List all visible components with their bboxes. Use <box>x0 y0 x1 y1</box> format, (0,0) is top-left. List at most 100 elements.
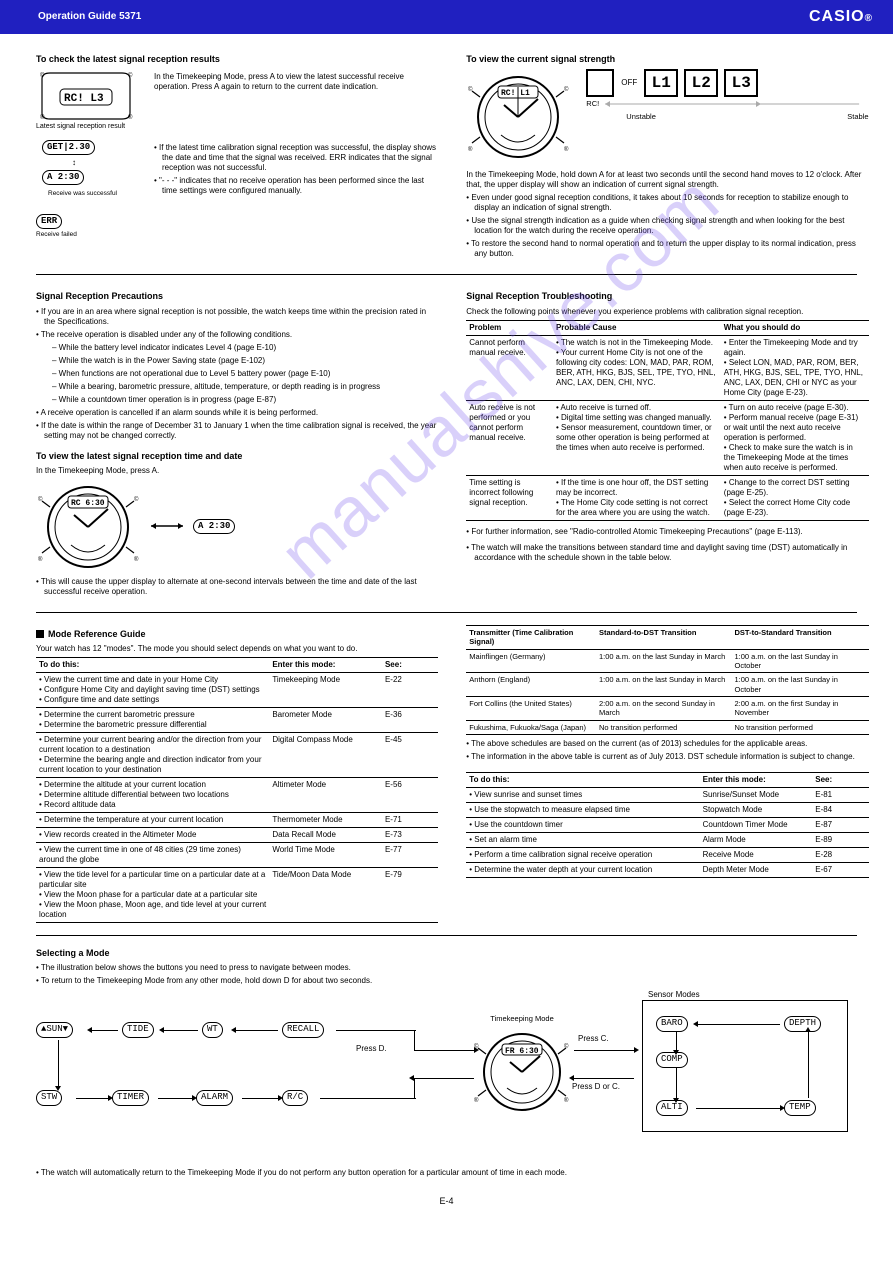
table-cell: Countdown Timer Mode <box>700 818 813 833</box>
svg-text:®: ® <box>564 146 569 153</box>
watch-icon: RC! L1 ©© ®® <box>466 69 571 164</box>
divider-2 <box>36 612 857 613</box>
s2-p2: The receive operation is disabled under … <box>36 330 438 340</box>
th-problem: Problem <box>466 320 553 335</box>
s2-p1: If you are in an area where signal recep… <box>36 307 438 327</box>
lcd-get: GET|2.30 <box>42 140 95 155</box>
s3-p1: Check the following points whenever you … <box>466 307 868 317</box>
s2-s3: – When functions are not operational due… <box>36 369 438 379</box>
svg-text:®: ® <box>134 556 139 563</box>
table-cell: Timekeeping Mode <box>269 673 382 708</box>
table-cell: E-56 <box>382 778 438 813</box>
sel-p2: To return to the Timekeeping Mode from a… <box>36 976 857 986</box>
dst-b0: The above schedules are based on the cur… <box>466 739 868 749</box>
table-cell: No transition performed <box>732 720 869 734</box>
table-cell: E-87 <box>812 818 868 833</box>
table-cell: • View the tide level for a particular t… <box>36 868 269 923</box>
strength-bar-icon <box>603 99 864 109</box>
table-cell: • If the time is one hour off, the DST s… <box>553 475 721 520</box>
rc-strength-label: RC! <box>586 99 599 112</box>
th-todo2: To do this: <box>466 773 699 788</box>
table-cell: E-81 <box>812 788 868 803</box>
receive-failed-caption: Receive failed <box>36 231 146 239</box>
th-todo: To do this: <box>36 658 269 673</box>
table-cell: Altimeter Mode <box>269 778 382 813</box>
off-label: OFF <box>620 78 638 88</box>
latest-result-label: Latest signal reception result <box>36 123 146 132</box>
table-cell: Alarm Mode <box>700 833 813 848</box>
box-wt: WT <box>202 1022 223 1037</box>
table-cell: • Turn on auto receive (page E-30). • Pe… <box>721 400 869 475</box>
svg-text:©: © <box>134 496 139 503</box>
r1-n1: Even under good signal reception conditi… <box>466 193 868 213</box>
svg-text:©: © <box>564 86 569 93</box>
table-cell: 1:00 a.m. on the last Sunday in October <box>732 649 869 673</box>
precautions-title: Signal Reception Precautions <box>36 291 438 302</box>
table-cell: Tide/Moon Data Mode <box>269 868 382 923</box>
table-cell: • View the current time and date in your… <box>36 673 269 708</box>
box-temp: TEMP <box>784 1100 816 1115</box>
table-cell: E-89 <box>812 833 868 848</box>
dst-h2: DST-to-Standard Transition <box>732 625 869 649</box>
dst-h0: Transmitter (Time Calibration Signal) <box>466 625 596 649</box>
table-cell: E-28 <box>812 848 868 863</box>
box-depth: DEPTH <box>784 1016 821 1031</box>
sensor-title: Sensor Modes <box>648 990 700 1000</box>
lcd-a230: A 2:30 <box>42 170 84 185</box>
mode-ref-table-2: To do this: Enter this mode: See: • View… <box>466 772 868 878</box>
s2-s1: – While the battery level indicator indi… <box>36 343 438 353</box>
table-cell: • Set an alarm time <box>466 833 699 848</box>
casio-logo: CASIO® <box>809 7 873 27</box>
table-cell: • The watch is not in the Timekeeping Mo… <box>553 335 721 400</box>
table-cell: • Determine your current bearing and/or … <box>36 733 269 778</box>
box-stw: STW <box>36 1090 62 1105</box>
receive-success-caption: Receive was successful <box>48 190 117 198</box>
svg-text:©: © <box>38 496 43 503</box>
lcd-err: ERR <box>36 214 62 229</box>
left1-p1: In the Timekeeping Mode, press A to view… <box>154 72 438 92</box>
s3-lb: This will cause the upper display to alt… <box>36 577 438 597</box>
dst-h1: Standard-to-DST Transition <box>596 625 732 649</box>
table-cell: E-84 <box>812 803 868 818</box>
box-comp: COMP <box>656 1052 688 1067</box>
s2-s2: – While the watch is in the Power Saving… <box>36 356 438 366</box>
table-cell: Receive Mode <box>700 848 813 863</box>
header-title: Operation Guide 5371 <box>38 11 141 24</box>
dst-b1: The information in the above table is cu… <box>466 752 868 762</box>
table-cell: E-67 <box>812 863 868 878</box>
table-cell: Mainflingen (Germany) <box>466 649 596 673</box>
table-cell: • View sunrise and sunset times <box>466 788 699 803</box>
l1-box: L1 <box>644 69 678 97</box>
left1-b1: If the latest time calibration signal re… <box>154 143 438 173</box>
heading-check-latest: To check the latest signal reception res… <box>36 54 438 65</box>
table-cell: World Time Mode <box>269 843 382 868</box>
r1-n3: To restore the second hand to normal ope… <box>466 239 868 259</box>
l2-box: L2 <box>684 69 718 97</box>
svg-text:©: © <box>128 72 133 79</box>
dst-table: Transmitter (Time Calibration Signal) St… <box>466 625 868 735</box>
svg-text:®: ® <box>564 1097 569 1104</box>
sel-p1: The illustration below shows the buttons… <box>36 963 857 973</box>
table-cell: • Use the stopwatch to measure elapsed t… <box>466 803 699 818</box>
table-cell: • Auto receive is turned off. • Digital … <box>553 400 721 475</box>
th-mode2: Enter this mode: <box>700 773 813 788</box>
svg-text:®: ® <box>38 556 43 563</box>
table-cell: Cannot perform manual receive. <box>466 335 553 400</box>
table-cell: 2:00 a.m. on the second Sunday in March <box>596 697 732 721</box>
table-cell: Data Recall Mode <box>269 828 382 843</box>
box-tide: TIDE <box>122 1022 154 1037</box>
table-cell: • Use the countdown timer <box>466 818 699 833</box>
table-cell: 1:00 a.m. on the last Sunday in March <box>596 673 732 697</box>
table-cell: Sunrise/Sunset Mode <box>700 788 813 803</box>
table-cell: Fort Collins (the United States) <box>466 697 596 721</box>
page-number: E-4 <box>36 1196 857 1207</box>
last-receive-title: To view the latest signal reception time… <box>36 451 438 462</box>
box-rc: R/C <box>282 1090 308 1105</box>
mode-ref-table: To do this: Enter this mode: See: • View… <box>36 657 438 923</box>
mode-ref-p1: Your watch has 12 "modes". The mode you … <box>36 644 438 654</box>
th-cause: Probable Cause <box>553 320 721 335</box>
table-cell: Digital Compass Mode <box>269 733 382 778</box>
th-see2: See: <box>812 773 868 788</box>
r1-p1: In the Timekeeping Mode, hold down A for… <box>466 170 868 190</box>
table-cell: • View records created in the Altimeter … <box>36 828 269 843</box>
